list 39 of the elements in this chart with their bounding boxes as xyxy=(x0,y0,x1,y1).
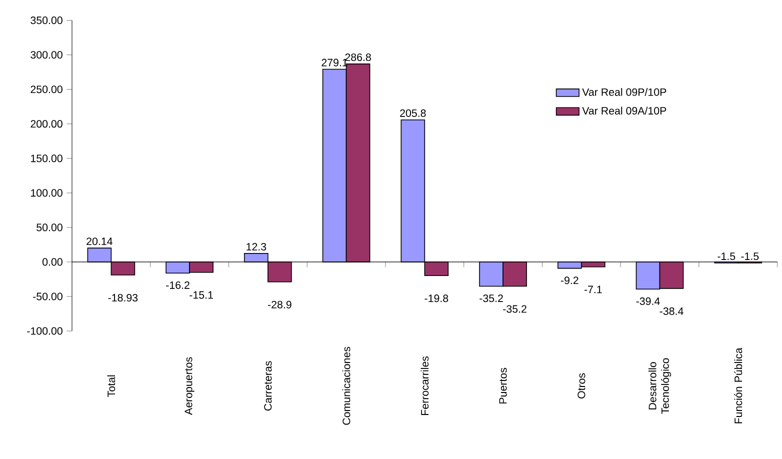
data-label: -7.1 xyxy=(584,286,602,294)
data-label: 279.1 xyxy=(322,58,348,66)
data-label: -39.4 xyxy=(636,297,660,305)
y-tick-label: 50.00 xyxy=(36,224,62,232)
y-tick-label: -50.00 xyxy=(33,292,62,300)
y-tick-label: 150.00 xyxy=(31,154,62,162)
data-label: -1.5 xyxy=(741,252,759,260)
data-label: 205.8 xyxy=(400,109,426,117)
y-tick-label: 350.00 xyxy=(30,16,62,24)
x-tick-label: Puertos xyxy=(499,368,507,404)
legend-label: Var Real 09A/10P xyxy=(582,106,666,115)
data-label: -19.8 xyxy=(424,294,448,302)
data-label: -16.2 xyxy=(166,281,190,289)
data-label: -38.4 xyxy=(660,307,684,315)
data-label: -18.93 xyxy=(108,294,138,302)
data-label: 12.3 xyxy=(246,242,266,251)
data-label: 286.8 xyxy=(345,53,371,62)
data-label: -35.2 xyxy=(503,305,526,313)
x-tick-label: Aeropuertos xyxy=(184,357,194,415)
x-tick-label: Desarrollo Tecnológico xyxy=(648,358,672,414)
data-label: -15.1 xyxy=(190,291,213,299)
data-label: -9.2 xyxy=(560,276,578,284)
legend-label: Var Real 09P/10P xyxy=(582,88,666,96)
y-tick-label: -100.00 xyxy=(27,327,62,335)
x-tick-label: Ferrocarriles xyxy=(420,356,429,415)
y-tick-label: 0.00 xyxy=(42,258,62,266)
x-tick-label: Carreteras xyxy=(264,361,272,411)
data-label: 20.14 xyxy=(86,238,112,246)
y-tick-label: 300.00 xyxy=(30,51,62,59)
x-tick-label: Función Pública xyxy=(734,348,742,424)
x-tick-label: Otros xyxy=(578,373,586,398)
data-label: -35.2 xyxy=(480,294,503,302)
x-tick-label: Total xyxy=(107,375,116,397)
y-tick-label: 250.00 xyxy=(30,86,62,94)
data-label: -28.9 xyxy=(268,300,292,308)
data-label: -1.5 xyxy=(718,252,736,260)
x-tick-label: Comunicaciones xyxy=(342,346,350,425)
y-tick-label: 200.00 xyxy=(30,120,62,128)
y-tick-label: 100.00 xyxy=(31,189,62,197)
